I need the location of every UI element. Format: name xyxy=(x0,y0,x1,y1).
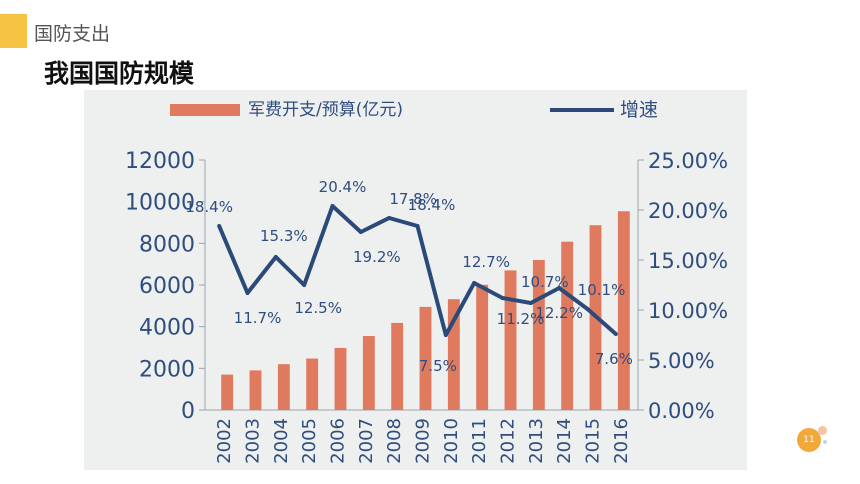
defense-spending-chart: 军费开支/预算(亿元) 增速 0 2000 4000 6000 8000 10000 120… xyxy=(125,99,728,464)
bar-2006 xyxy=(334,347,347,410)
bar-2009 xyxy=(419,306,432,410)
legend-label-growth: 增速 xyxy=(620,99,658,121)
left-tick-label: 12000 xyxy=(125,149,195,174)
chart-legend: 军费开支/预算(亿元) 增速 xyxy=(170,99,658,121)
x-tick-label: 2013 xyxy=(526,418,547,464)
x-tick-label: 2011 xyxy=(469,418,490,464)
decor-dot xyxy=(823,440,827,444)
right-tick-label: 0.00% xyxy=(648,399,715,423)
data-label-2014: 12.2% xyxy=(535,304,583,322)
bar-2002 xyxy=(221,374,234,410)
growth-point-2012 xyxy=(500,296,505,300)
data-label-2007: 19.2% xyxy=(353,248,401,266)
bar-2004 xyxy=(277,364,290,410)
growth-point-2011 xyxy=(472,281,477,285)
data-label-2004: 15.3% xyxy=(260,227,308,245)
data-label-2016: 7.6% xyxy=(595,350,633,368)
accent-block xyxy=(0,14,27,48)
growth-point-2003 xyxy=(245,291,250,295)
data-label-2003: 11.7% xyxy=(234,309,282,327)
bar-2016 xyxy=(617,211,630,410)
growth-point-2015 xyxy=(585,307,590,311)
growth-point-2004 xyxy=(273,255,278,259)
data-label-2005: 12.5% xyxy=(294,299,342,317)
x-tick-label: 2007 xyxy=(356,418,377,464)
left-tick-label: 6000 xyxy=(139,274,195,299)
legend-label-spending: 军费开支/预算(亿元) xyxy=(248,100,403,120)
x-tick-label: 2003 xyxy=(243,418,264,464)
bar-2007 xyxy=(362,336,375,410)
data-label-2009: 18.4% xyxy=(408,196,456,214)
data-label-2015: 10.1% xyxy=(578,281,626,299)
data-label-2012: 11.2% xyxy=(497,310,545,328)
right-tick-label: 15.00% xyxy=(648,249,728,273)
growth-point-2009 xyxy=(415,224,420,228)
bar-2005 xyxy=(306,358,319,410)
left-tick-label: 8000 xyxy=(139,232,195,257)
data-label-2002: 18.4% xyxy=(185,198,233,216)
x-tick-label: 2009 xyxy=(413,418,434,464)
growth-point-2008 xyxy=(387,216,392,220)
x-tick-label: 2012 xyxy=(498,418,519,464)
bar-2012 xyxy=(504,270,517,410)
growth-point-2013 xyxy=(528,301,533,305)
growth-point-2007 xyxy=(358,230,363,234)
bar-2008 xyxy=(391,322,404,410)
x-tick-label: 2004 xyxy=(271,418,292,464)
data-label-2008: 17.8% xyxy=(389,190,437,208)
growth-point-2016 xyxy=(613,332,618,336)
data-label-2010: 7.5% xyxy=(419,357,457,375)
page-number: 11 xyxy=(797,428,821,452)
slide-title: 我国国防规模 xyxy=(44,59,195,88)
right-tick-label: 25.00% xyxy=(648,149,728,173)
x-tick-label: 2002 xyxy=(214,418,235,464)
growth-point-2014 xyxy=(557,286,562,290)
data-label-2011: 12.7% xyxy=(462,253,510,271)
chart-panel: 军费开支/预算(亿元) 增速 0 2000 4000 6000 8000 10000 120… xyxy=(84,90,747,470)
legend-swatch-spending xyxy=(170,104,240,116)
bar-2011 xyxy=(476,284,489,410)
bar-2014 xyxy=(561,241,574,410)
x-tick-label: 2015 xyxy=(583,418,604,464)
left-tick-label: 10000 xyxy=(125,191,195,216)
growth-point-2005 xyxy=(302,283,307,287)
data-label-2006: 20.4% xyxy=(319,178,367,196)
section-label: 国防支出 xyxy=(34,23,111,45)
chart-axes: 0 2000 4000 6000 8000 10000 12000 0.00% 5.00% 10.… xyxy=(125,149,728,464)
left-tick-label: 4000 xyxy=(139,316,195,341)
left-tick-label: 0 xyxy=(181,399,195,424)
growth-point-2010 xyxy=(443,333,448,337)
x-tick-label: 2014 xyxy=(554,418,575,464)
data-label-2013: 10.7% xyxy=(521,273,569,291)
growth-point-2002 xyxy=(217,224,222,228)
decor-dot xyxy=(818,426,827,435)
data-labels: 18.4%11.7%15.3%12.5%20.4%19.2%17.8%18.4%… xyxy=(185,178,633,375)
x-tick-label: 2006 xyxy=(328,418,349,464)
right-tick-label: 20.00% xyxy=(648,199,728,223)
x-tick-label: 2016 xyxy=(611,418,632,464)
right-tick-label: 5.00% xyxy=(648,349,715,373)
x-tick-label: 2005 xyxy=(299,418,320,464)
x-tick-label: 2008 xyxy=(384,418,405,464)
bar-2003 xyxy=(249,370,262,410)
growth-point-2006 xyxy=(330,204,335,208)
right-tick-label: 10.00% xyxy=(648,299,728,323)
x-tick-label: 2010 xyxy=(441,418,462,464)
growth-line-series xyxy=(217,204,618,337)
bar-2013 xyxy=(532,260,545,410)
left-tick-label: 2000 xyxy=(139,357,195,382)
bar-2010 xyxy=(447,299,460,410)
